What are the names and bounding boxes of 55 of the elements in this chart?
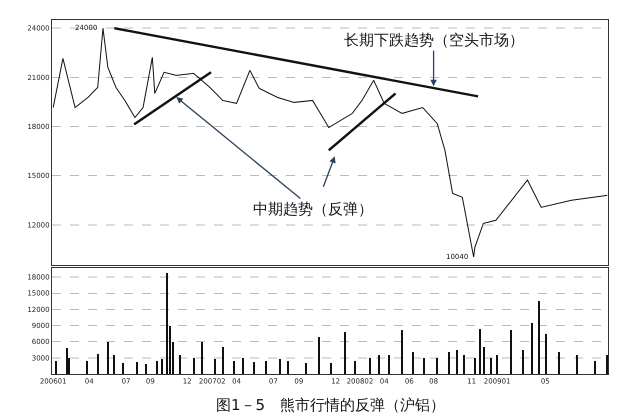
bar xyxy=(388,355,390,374)
bar xyxy=(531,323,533,374)
bar xyxy=(156,361,158,374)
bar xyxy=(179,355,181,374)
bar xyxy=(279,359,281,374)
bar xyxy=(463,355,465,374)
bar xyxy=(378,355,380,374)
bar xyxy=(522,350,524,374)
annotation: 长期下跌趋势（空头市场） xyxy=(344,31,524,49)
bar xyxy=(496,355,498,374)
bar xyxy=(479,329,481,374)
bar xyxy=(456,350,458,374)
bar xyxy=(594,361,596,374)
bar xyxy=(242,358,244,374)
bar xyxy=(510,330,512,374)
bar xyxy=(436,358,438,374)
bar xyxy=(161,359,163,374)
bar xyxy=(423,358,425,374)
bar xyxy=(253,362,255,374)
bar xyxy=(483,347,485,374)
bar xyxy=(287,361,289,374)
bar xyxy=(545,334,547,374)
bar xyxy=(490,358,492,374)
bar xyxy=(558,352,560,374)
bar xyxy=(265,361,267,374)
bar xyxy=(412,352,414,374)
bar xyxy=(448,352,450,374)
bar xyxy=(97,354,99,374)
bar xyxy=(354,361,356,374)
bar xyxy=(401,330,403,374)
bar xyxy=(201,342,203,374)
bar xyxy=(86,361,88,374)
caption: 图1－5 熊市行情的反弹（沪铝） xyxy=(216,396,446,414)
bar xyxy=(113,355,115,374)
bar xyxy=(318,337,320,374)
bar xyxy=(193,358,195,374)
bar xyxy=(474,358,476,374)
bar xyxy=(576,355,578,374)
bar xyxy=(55,361,57,374)
bar xyxy=(233,361,235,374)
bar xyxy=(344,332,346,374)
bar xyxy=(107,342,109,374)
bar xyxy=(222,347,224,374)
annotation: 中期趋势（反弹） xyxy=(253,200,373,218)
bar xyxy=(145,364,147,374)
bar xyxy=(122,363,124,374)
bar xyxy=(330,363,332,374)
bar xyxy=(136,362,138,374)
bar xyxy=(369,358,371,374)
bar xyxy=(305,363,307,374)
bar xyxy=(166,273,168,374)
bar xyxy=(538,301,540,374)
bar xyxy=(214,359,216,374)
bar xyxy=(606,355,608,374)
bar xyxy=(66,348,68,374)
